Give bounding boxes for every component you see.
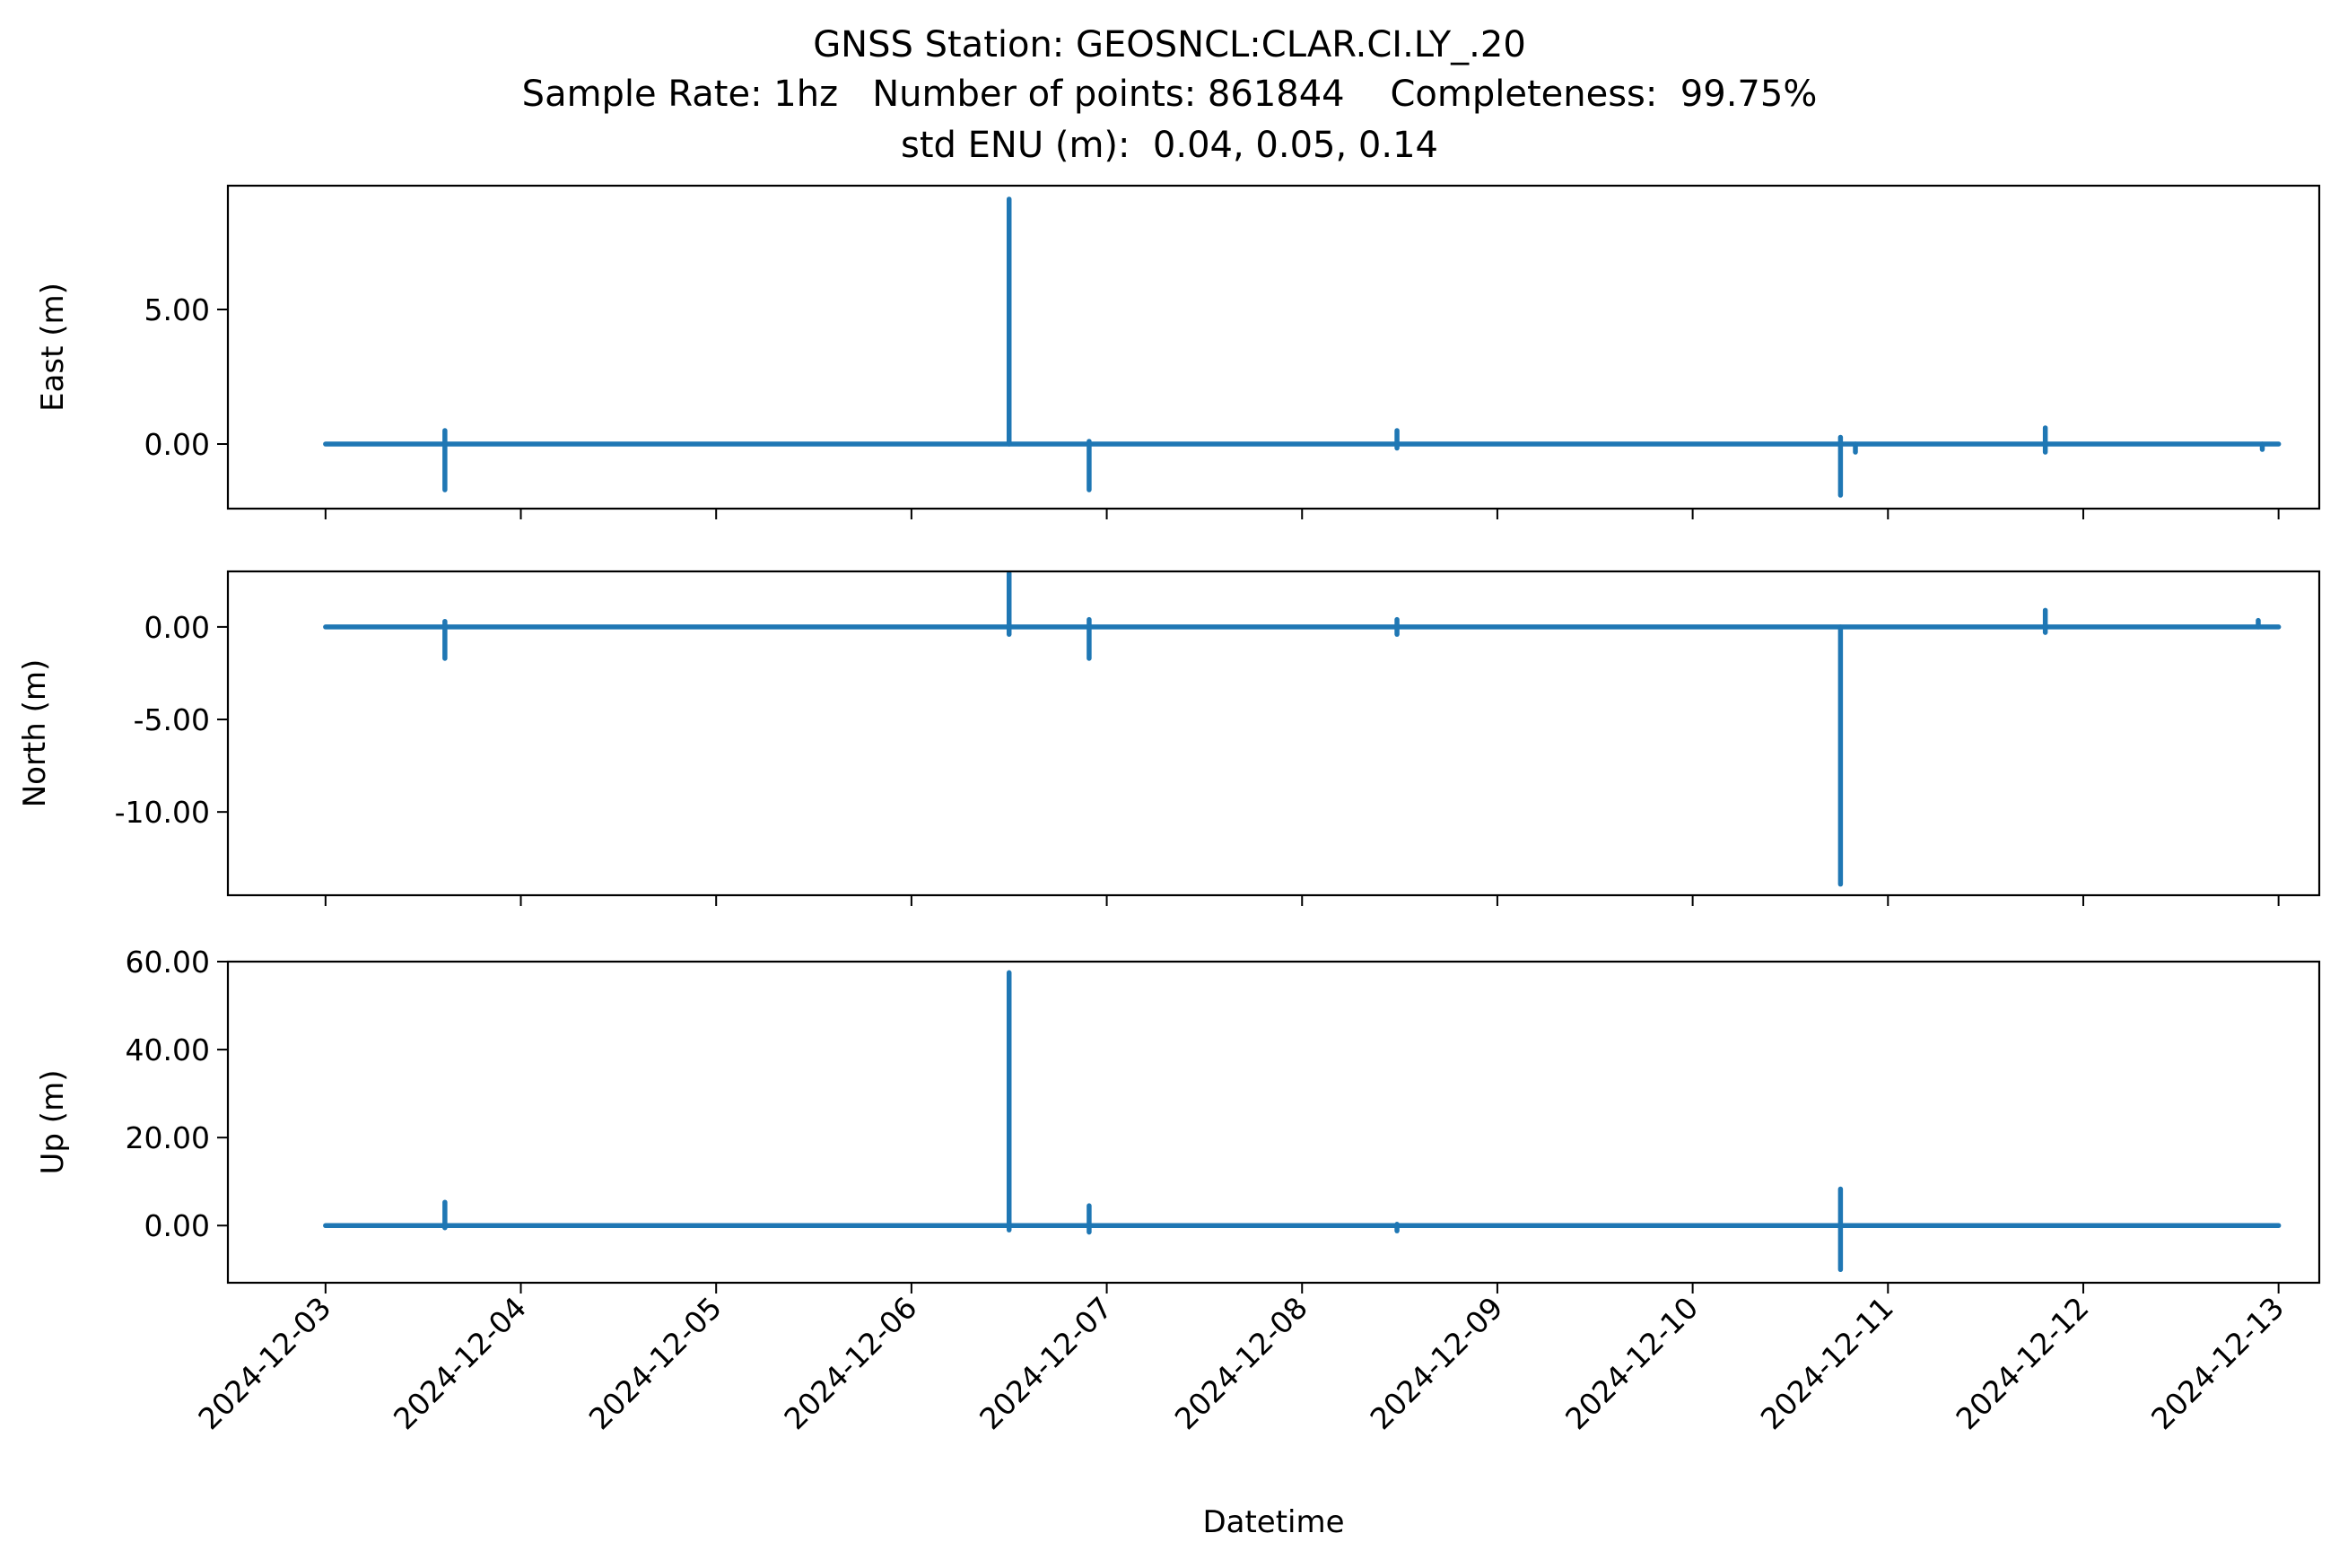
x-tick-label: 2024-12-03 — [191, 1290, 337, 1436]
axes-frame — [226, 184, 2321, 510]
axes-frame — [226, 960, 2321, 1285]
y-tick-label: 60.00 — [126, 945, 210, 980]
x-tick-label: 2024-12-07 — [973, 1290, 1119, 1436]
y-tick-label: -5.00 — [134, 702, 210, 737]
x-tick-label: 2024-12-11 — [1754, 1290, 1900, 1436]
x-tick-label: 2024-12-05 — [582, 1290, 729, 1436]
y-axis-label: North (m) — [17, 659, 53, 808]
y-tick-label: -10.00 — [115, 795, 210, 830]
chart-title-line-3: std ENU (m): 0.04, 0.05, 0.14 — [901, 125, 1438, 166]
y-tick-label: 20.00 — [126, 1120, 210, 1155]
x-tick-label: 2024-12-10 — [1558, 1290, 1705, 1436]
x-tick-label: 2024-12-06 — [777, 1290, 923, 1436]
chart-title-line-1: GNSS Station: GEOSNCL:CLAR.CI.LY_.20 — [813, 24, 1526, 65]
y-tick-label: 5.00 — [144, 292, 210, 327]
x-tick-label: 2024-12-09 — [1363, 1290, 1509, 1436]
x-tick-label: 2024-12-04 — [387, 1290, 533, 1436]
x-tick-label: 2024-12-13 — [2144, 1290, 2291, 1436]
x-tick-label: 2024-12-12 — [1949, 1290, 2095, 1436]
y-tick-label: 0.00 — [144, 1208, 210, 1243]
y-tick-label: 0.00 — [144, 427, 210, 462]
y-tick-label: 0.00 — [144, 610, 210, 645]
y-tick-label: 40.00 — [126, 1032, 210, 1067]
y-axis-label: East (m) — [35, 283, 71, 412]
x-axis-label: Datetime — [1202, 1504, 1344, 1540]
chart-title-line-2: Sample Rate: 1hz Number of points: 86184… — [521, 74, 1818, 115]
axes-frame — [226, 570, 2321, 897]
x-tick-label: 2024-12-08 — [1168, 1290, 1314, 1436]
y-axis-label: Up (m) — [35, 1070, 71, 1175]
